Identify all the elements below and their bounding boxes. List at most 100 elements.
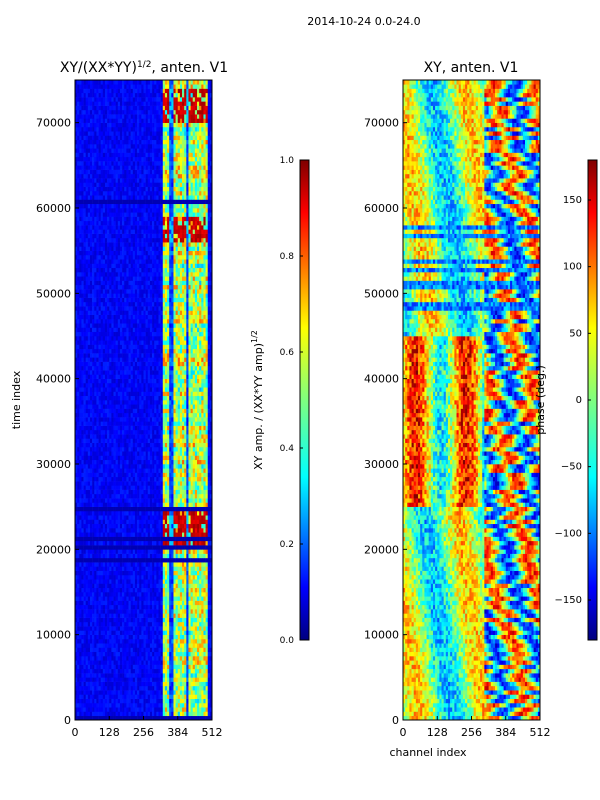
heatmap-cell <box>89 476 93 482</box>
heatmap-cell <box>83 583 86 589</box>
heatmap-cell <box>177 609 181 614</box>
heatmap-cell <box>143 626 146 631</box>
heatmap-cell <box>117 707 121 712</box>
heatmap-cell <box>87 587 91 593</box>
heatmap-cell <box>83 502 86 507</box>
heatmap-cell <box>89 455 93 461</box>
heatmap-cell <box>115 668 119 674</box>
heatmap-cell <box>201 532 204 537</box>
heatmap-cell <box>197 643 200 648</box>
heatmap-cell <box>141 613 144 618</box>
heatmap-cell <box>147 600 151 606</box>
heatmap-cell <box>173 417 176 422</box>
heatmap-cell <box>203 673 206 678</box>
heatmap-cell <box>203 528 206 533</box>
heatmap-cell <box>175 485 179 490</box>
heatmap-cell <box>169 613 172 618</box>
heatmap-cell <box>179 510 183 516</box>
heatmap-cell <box>92 528 95 533</box>
heatmap-cell <box>209 532 212 537</box>
heatmap-cell <box>152 549 155 554</box>
heatmap-cell <box>152 647 155 653</box>
heatmap-cell <box>182 677 185 682</box>
heatmap-cell <box>192 562 196 567</box>
heatmap-cell <box>162 519 166 525</box>
heatmap-cell <box>197 707 200 712</box>
heatmap-cell <box>205 532 209 537</box>
heatmap-cell <box>201 510 204 516</box>
heatmap-cell <box>182 651 185 657</box>
heatmap-cell <box>164 523 168 529</box>
heatmap-cell <box>85 613 89 618</box>
heatmap-cell <box>124 579 127 584</box>
heatmap-cell <box>169 579 172 584</box>
heatmap-cell <box>194 579 198 584</box>
heatmap-cell <box>122 677 125 682</box>
heatmap-cell <box>81 656 84 661</box>
heatmap-cell <box>119 472 123 478</box>
heatmap-cell <box>130 664 134 670</box>
heatmap-cell <box>109 677 112 682</box>
heatmap-cell <box>107 613 110 618</box>
heatmap-cell <box>171 690 174 695</box>
heatmap-cell <box>85 387 89 392</box>
heatmap-cell <box>186 690 189 695</box>
heatmap-cell <box>152 660 155 665</box>
heatmap-cell <box>139 476 142 482</box>
heatmap-cell <box>134 404 138 409</box>
heatmap-cell <box>134 596 138 601</box>
heatmap-cell <box>87 583 91 589</box>
heatmap-cell <box>130 660 134 665</box>
heatmap-cell <box>83 391 86 397</box>
heatmap-cell <box>134 412 138 418</box>
heatmap-cell <box>154 391 157 397</box>
heatmap-cell <box>122 510 125 516</box>
heatmap-cell <box>98 510 101 516</box>
heatmap-cell <box>119 651 123 657</box>
heatmap-cell <box>182 549 185 554</box>
heatmap-cell <box>197 566 200 571</box>
heatmap-cell <box>179 626 183 631</box>
heatmap-cell <box>201 451 204 456</box>
heatmap-cell <box>81 412 84 418</box>
heatmap-cell <box>154 707 157 712</box>
heatmap-cell <box>175 523 179 529</box>
heatmap-cell <box>81 638 84 644</box>
heatmap-cell <box>96 638 99 644</box>
heatmap-cell <box>145 626 149 631</box>
heatmap-cell <box>100 579 104 584</box>
heatmap-cell <box>122 498 125 503</box>
heatmap-cell <box>192 592 196 597</box>
heatmap-cell <box>89 472 93 478</box>
heatmap-cell <box>147 438 151 443</box>
heatmap-cell <box>199 621 202 627</box>
heatmap-cell <box>92 707 95 712</box>
heatmap-cell <box>130 408 134 414</box>
heatmap-cell <box>194 690 198 695</box>
heatmap-cell <box>128 715 131 720</box>
heatmap-cell <box>154 540 157 546</box>
heatmap-cell <box>96 540 99 546</box>
heatmap-cell <box>113 707 116 712</box>
heatmap-cell <box>117 506 121 512</box>
heatmap-cell <box>173 664 176 670</box>
heatmap-cell <box>85 562 89 567</box>
heatmap-cell <box>94 395 97 401</box>
heatmap-cell <box>109 485 112 490</box>
heatmap-cell <box>139 387 142 392</box>
heatmap-cell <box>117 519 121 525</box>
heatmap-cell <box>98 583 101 589</box>
heatmap-cell <box>124 442 127 448</box>
heatmap-cell <box>104 596 108 601</box>
heatmap-cell <box>164 481 168 486</box>
heatmap-cell <box>124 685 127 691</box>
heatmap-cell <box>92 429 95 435</box>
heatmap-cell <box>117 485 121 490</box>
heatmap-cell <box>201 626 204 631</box>
heatmap-cell <box>192 570 196 576</box>
heatmap-cell <box>92 557 95 563</box>
heatmap-cell <box>104 459 108 465</box>
heatmap-cell <box>177 587 181 593</box>
heatmap-cell <box>186 468 189 473</box>
heatmap-cell <box>115 609 119 614</box>
